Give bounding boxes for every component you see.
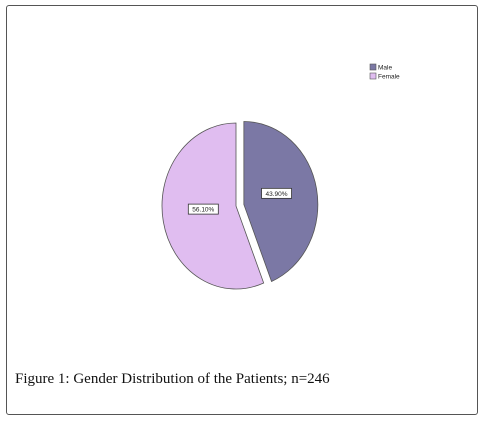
slice-label-box-male xyxy=(261,187,292,199)
legend-label-female: Female xyxy=(378,74,400,81)
pie-slice-male xyxy=(243,121,319,282)
legend-swatch-male xyxy=(369,63,377,71)
figure-caption-label: Figure 1: xyxy=(15,371,70,387)
pie-slice-labels: 43.90% 56.10% xyxy=(187,187,292,215)
legend: Male Female xyxy=(369,63,400,81)
legend-label-male: Male xyxy=(378,65,392,72)
figure-caption: Figure 1: Gender Distribution of the Pat… xyxy=(15,371,330,388)
legend-swatch-female xyxy=(369,72,377,80)
slice-label-male: 43.90% xyxy=(266,191,288,198)
figure-frame xyxy=(6,5,478,415)
slice-label-box-female xyxy=(187,203,219,215)
figure-caption-text: Gender Distribution of the Patients; n=2… xyxy=(73,371,330,387)
pie-slices xyxy=(161,121,319,290)
slice-label-female: 56.10% xyxy=(192,207,214,214)
